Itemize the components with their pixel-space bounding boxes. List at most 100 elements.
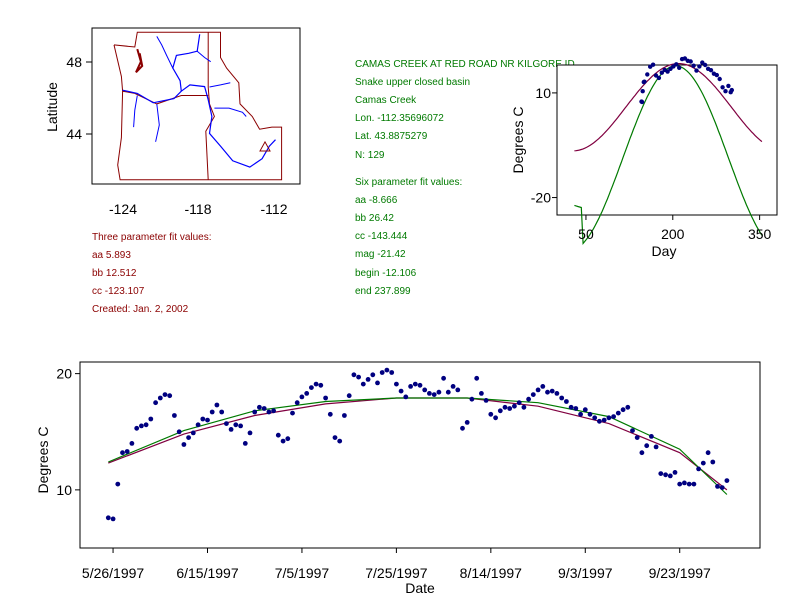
timeseries-point [493,415,498,421]
timeseries-point [512,403,517,409]
annual-xtick: 350 [748,226,772,242]
timeseries-point [469,396,475,402]
timeseries-point [280,438,286,444]
six-param-bb: bb 26.42 [355,213,394,224]
annual-point [697,64,702,69]
annual-point [714,72,719,78]
timeseries-point [176,429,182,435]
timeseries-point [568,404,574,410]
timeseries-point [450,384,456,389]
timeseries-xtick: 9/23/1997 [649,565,711,581]
columbia-river [122,34,201,104]
three-param-header: Three parameter fit values: [92,232,212,243]
timeseries-point [649,434,654,439]
timeseries-point [351,372,357,378]
timeseries-xtick: 8/14/1997 [460,565,522,581]
annual-fit-curves [574,63,763,245]
six-param-curve [108,397,728,495]
timeseries-point [535,387,541,393]
timeseries-point [327,411,333,417]
timeseries-point [167,393,173,399]
annual-ytick: -20 [531,190,551,206]
timeseries-point [521,404,527,410]
timeseries-point [379,370,385,375]
map-xtick-1: -124 [109,201,137,217]
puget-sound [135,48,144,73]
timeseries-xtick: 7/5/1997 [275,565,330,581]
timeseries-point [497,408,503,414]
timeseries-point [625,404,631,410]
annual-observed-points [639,56,734,105]
annual-xlabel: Day [652,243,677,259]
timeseries-point [115,481,121,487]
salmon-river [214,107,247,117]
timeseries-point [332,435,338,440]
timeseries-point [148,416,154,422]
timeseries-point [507,406,513,411]
timeseries-point [417,382,423,388]
annual-point [645,72,650,77]
annual-point [665,69,670,74]
timeseries-point [290,410,295,416]
site-stream: Camas Creek [355,95,417,106]
timeseries-point [455,387,461,393]
timeseries-point [266,409,272,415]
timeseries-point [479,391,484,396]
timeseries-point [209,409,215,415]
timeseries-point [120,450,125,456]
timeseries-point [630,428,635,433]
annual-point [717,76,722,82]
annual-ylabel: Degrees C [510,107,526,174]
timeseries-point [663,472,668,478]
timeseries-point [483,398,489,403]
site-lon: Lon. -112.35696072 [355,113,444,124]
timeseries-point [502,404,508,410]
timeseries-point [394,381,399,387]
annual-point [691,63,696,68]
timeseries-point [370,372,376,378]
timeseries-point [219,409,225,415]
timeseries-point [710,459,716,465]
timeseries-point [488,411,494,417]
spokane-river [196,50,211,63]
annual-point [729,87,734,93]
annual-point [720,85,725,90]
timeseries-point [634,435,640,440]
timeseries-point [436,389,442,395]
timeseries-point [365,377,371,382]
timeseries-point [615,410,621,416]
timeseries-point [672,470,678,475]
timeseries-point [181,442,187,447]
site-lat: Lat. 43.8875279 [355,131,428,142]
timeseries-point [389,370,395,375]
three-param-curve [574,63,763,152]
annual-point [703,62,708,68]
six-param-curve [574,65,763,245]
timeseries-point [573,406,579,411]
annual-point [682,56,688,61]
annual-point [653,73,659,78]
annual-point [694,68,699,73]
timeseries-point [304,391,310,396]
timeseries-point [412,381,418,387]
timeseries-fit-curves [108,397,728,495]
willamette-river [133,95,138,128]
timeseries-point [356,374,361,380]
timeseries-point [545,389,550,395]
timeseries-point [715,484,720,489]
six-param-begin: begin -12.106 [355,268,417,279]
timeseries-point [205,417,210,423]
annual-xtick: 200 [661,226,685,242]
site-n: N: 129 [355,150,385,161]
annual-point [650,62,656,67]
timeseries-xlabel: Date [405,580,435,596]
timeseries-point [242,441,248,446]
timeseries-ytick: 20 [56,366,72,382]
timeseries-point [346,393,352,399]
timeseries-axes: 5/26/1997 6/15/1997 7/5/1997 7/25/1997 8/14/… [56,366,711,581]
timeseries-point [667,473,673,479]
timeseries-point [299,394,305,400]
timeseries-point [162,392,168,397]
timeseries-point [474,375,480,381]
timeseries-point [700,460,706,466]
